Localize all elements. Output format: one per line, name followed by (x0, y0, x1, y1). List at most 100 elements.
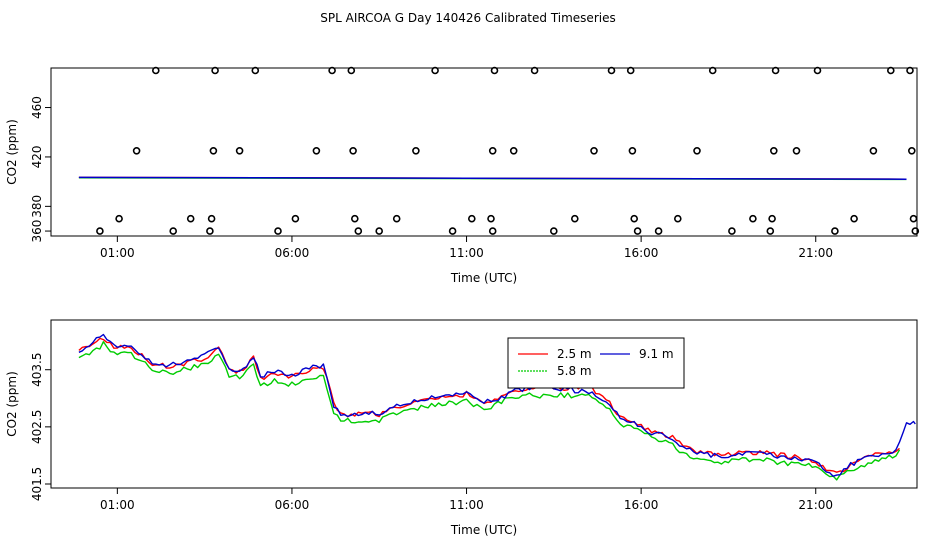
top-y-tick-label: 380 (30, 195, 44, 218)
scatter-point (768, 214, 776, 223)
scatter-point (911, 227, 920, 235)
scatter-point (488, 147, 497, 155)
top-x-tick-label: 06:00 (275, 246, 310, 260)
scatter-point (549, 227, 558, 235)
scatter-point (628, 147, 637, 155)
legend-label-9.1m: 9.1 m (639, 347, 674, 361)
scatter-point (431, 66, 439, 75)
scatter-point (354, 227, 363, 235)
scatter-point (886, 66, 895, 75)
scatter-point (673, 214, 682, 223)
scatter-point (392, 214, 401, 223)
top-series-lines (78, 176, 907, 181)
scatter-point (607, 66, 616, 75)
chart-title: SPL AIRCOA G Day 140426 Calibrated Times… (320, 11, 615, 25)
legend-box (507, 337, 685, 389)
scatter-point (530, 66, 539, 75)
scatter-point (169, 227, 177, 235)
scatter-point (630, 214, 639, 223)
scatter-point (570, 214, 579, 223)
scatter-point (209, 147, 218, 155)
scatter-point (831, 227, 839, 235)
scatter-point (312, 147, 321, 155)
scatter-point (708, 66, 717, 75)
scatter-point (291, 214, 300, 223)
scatter-point (487, 214, 495, 223)
scatter-point (749, 214, 757, 223)
bottom-y-tick-label: 403.5 (30, 353, 44, 387)
scatter-point (235, 147, 244, 155)
scatter-point (869, 147, 878, 155)
scatter-point (906, 66, 914, 75)
scatter-point (211, 66, 219, 75)
scatter-point (766, 227, 775, 235)
scatter-point (207, 214, 216, 223)
scatter-point (907, 147, 916, 155)
bottom-x-axis: 01:00 06:00 11:00 16:00 21:00 (100, 487, 833, 512)
scatter-point (792, 147, 801, 155)
bottom-series-lines (78, 333, 916, 481)
scatter-point (96, 227, 104, 235)
scatter-point (633, 227, 642, 235)
top-x-tick-label: 21:00 (798, 246, 833, 260)
bottom-x-axis-label: Time (UTC) (450, 523, 517, 537)
scatter-point (488, 227, 497, 235)
top-x-tick-label: 01:00 (100, 246, 135, 260)
top-x-axis-label: Time (UTC) (450, 271, 517, 285)
bottom-y-axis: 401.5 402.5 403.5 (30, 353, 52, 501)
top-y-tick-label: 460 (30, 96, 44, 119)
top-y-tick-label: 420 (30, 145, 44, 168)
scatter-point (467, 214, 476, 223)
top-x-tick-label: 16:00 (624, 246, 659, 260)
scatter-point (350, 214, 359, 223)
legend-label-2.5m: 2.5 m (557, 347, 592, 361)
scatter-point (490, 66, 499, 75)
top-plot-frame (50, 67, 918, 237)
scatter-point (375, 227, 384, 235)
scatter-point (448, 227, 457, 235)
scatter-point (412, 147, 420, 155)
bottom-x-tick-label: 01:00 (100, 498, 135, 512)
bottom-x-tick-label: 11:00 (449, 498, 484, 512)
top-y-axis: 380 420 460 360 (30, 96, 52, 243)
scatter-point (771, 66, 780, 75)
legend-label-5.8m: 5.8 m (557, 364, 592, 378)
scatter-point (206, 227, 214, 235)
bottom-panel: 01:00 06:00 11:00 16:00 21:00 401.5 402.5 403.… (5, 319, 918, 537)
scatter-point (909, 214, 918, 223)
scatter-point (152, 66, 160, 75)
scatter-point (813, 66, 822, 75)
scatter-point (186, 214, 195, 223)
scatter-point (769, 147, 778, 155)
bottom-series-s3 (78, 341, 901, 481)
top-x-tick-label: 11:00 (449, 246, 484, 260)
scatter-point (274, 227, 282, 235)
bottom-x-tick-label: 21:00 (798, 498, 833, 512)
scatter-point (509, 147, 518, 155)
bottom-series-s1 (78, 337, 900, 473)
scatter-point (347, 66, 356, 75)
bottom-series-s2 (78, 333, 916, 477)
top-series-line-9.1 (78, 176, 907, 180)
scatter-point (626, 66, 635, 75)
top-y-tick-label: 360 (30, 220, 44, 243)
scatter-point (693, 147, 701, 155)
bottom-x-tick-label: 06:00 (275, 498, 310, 512)
top-scatter-points (96, 66, 920, 235)
scatter-point (349, 147, 357, 155)
top-y-axis-label: CO2 (ppm) (5, 119, 19, 185)
legend: 2.5 m 9.1 m 5.8 m (507, 337, 685, 389)
scatter-point (590, 147, 598, 155)
scatter-point (115, 214, 123, 223)
scatter-point (251, 66, 260, 75)
bottom-y-axis-label: CO2 (ppm) (5, 371, 19, 437)
scatter-point (132, 147, 141, 155)
bottom-y-tick-label: 402.5 (30, 410, 44, 444)
top-panel: 01:00 06:00 11:00 16:00 21:00 380 420 460 360 T… (5, 66, 920, 285)
scatter-point (654, 227, 663, 235)
scatter-point (728, 227, 736, 235)
scatter-point (850, 214, 858, 223)
bottom-y-tick-label: 401.5 (30, 467, 44, 501)
bottom-x-tick-label: 16:00 (624, 498, 659, 512)
